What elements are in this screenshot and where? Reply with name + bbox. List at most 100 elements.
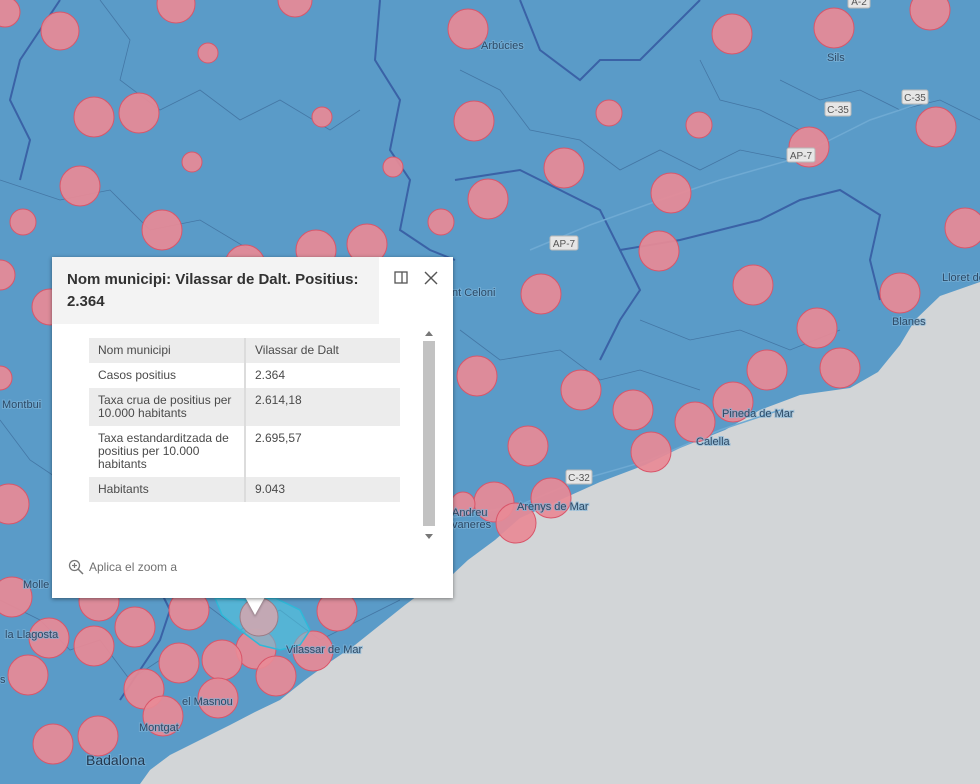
table-row: Nom municipi Vilassar de Dalt bbox=[89, 338, 400, 363]
case-circle[interactable] bbox=[28, 617, 70, 659]
case-circle[interactable] bbox=[255, 655, 297, 697]
case-circle[interactable] bbox=[141, 209, 183, 251]
case-circle[interactable] bbox=[453, 100, 495, 142]
road-shield-1: A-2 bbox=[847, 0, 871, 9]
case-circle[interactable] bbox=[813, 7, 855, 49]
case-circle[interactable] bbox=[746, 349, 788, 391]
close-icon bbox=[424, 271, 438, 285]
popup-scrollbar[interactable] bbox=[423, 326, 435, 544]
field-value: 2.364 bbox=[255, 368, 286, 382]
road-shield-3: C-35 bbox=[824, 101, 852, 117]
place-label: Andreu bbox=[452, 507, 487, 519]
place-label: el Masnou bbox=[182, 696, 233, 708]
dock-button[interactable] bbox=[390, 267, 412, 289]
sea-area bbox=[140, 282, 980, 784]
field-name: Casos positius bbox=[89, 363, 246, 388]
case-circle[interactable] bbox=[712, 381, 754, 423]
zoom-in-icon bbox=[68, 559, 84, 575]
case-circle[interactable] bbox=[156, 0, 196, 24]
close-button[interactable] bbox=[420, 267, 442, 289]
field-value: 9.043 bbox=[255, 482, 286, 496]
road-shield-label: C-35 bbox=[827, 105, 849, 116]
case-circle[interactable] bbox=[915, 106, 957, 148]
place-label: vaneres bbox=[452, 519, 492, 531]
field-name: Taxa estandarditzada de positius per 10.… bbox=[89, 426, 246, 477]
popup-content: Nom municipi Vilassar de Dalt Casos posi… bbox=[52, 324, 453, 546]
field-value: Vilassar de Dalt bbox=[255, 343, 339, 357]
road-shield-2: C-35 bbox=[901, 89, 929, 105]
road-shield-5: AP-7 bbox=[549, 235, 579, 251]
place-label: Lloret de bbox=[942, 272, 980, 284]
case-circle[interactable] bbox=[447, 8, 489, 50]
case-circle[interactable] bbox=[0, 259, 16, 291]
case-circle[interactable] bbox=[142, 695, 184, 737]
place-label: s bbox=[0, 674, 6, 686]
case-circle[interactable] bbox=[77, 715, 119, 757]
case-circle[interactable] bbox=[32, 723, 74, 765]
case-circle[interactable] bbox=[0, 576, 33, 618]
case-circle[interactable] bbox=[819, 347, 861, 389]
case-circle[interactable] bbox=[520, 273, 562, 315]
case-circle[interactable] bbox=[59, 165, 101, 207]
table-row: Casos positius 2.364 bbox=[89, 363, 400, 388]
case-circle[interactable] bbox=[711, 13, 753, 55]
field-name: Habitants bbox=[89, 477, 246, 502]
case-circle[interactable] bbox=[158, 642, 200, 684]
case-circle[interactable] bbox=[796, 307, 838, 349]
case-circle[interactable] bbox=[638, 230, 680, 272]
place-label: Blanes bbox=[892, 316, 926, 328]
zoom-to-action[interactable]: Aplica el zoom a bbox=[68, 559, 177, 575]
case-circle[interactable] bbox=[311, 106, 333, 128]
case-circle[interactable] bbox=[530, 477, 572, 519]
place-label: la Llagosta bbox=[5, 629, 59, 641]
case-circle[interactable] bbox=[595, 99, 623, 127]
case-circle[interactable] bbox=[73, 625, 115, 667]
popup-header: Nom municipi: Vilassar de Dalt. Positius… bbox=[52, 257, 379, 324]
case-circle[interactable] bbox=[427, 208, 455, 236]
case-circle[interactable] bbox=[674, 401, 716, 443]
case-circle[interactable] bbox=[9, 208, 37, 236]
case-circle[interactable] bbox=[495, 502, 537, 544]
case-circle[interactable] bbox=[507, 425, 549, 467]
scroll-thumb[interactable] bbox=[423, 341, 435, 526]
case-circle[interactable] bbox=[630, 431, 672, 473]
case-circle[interactable] bbox=[612, 389, 654, 431]
place-label: Molle bbox=[23, 579, 49, 591]
case-circle[interactable] bbox=[114, 606, 156, 648]
case-circle[interactable] bbox=[197, 677, 239, 719]
case-circle[interactable] bbox=[879, 272, 921, 314]
case-circle[interactable] bbox=[732, 264, 774, 306]
case-circle[interactable] bbox=[456, 355, 498, 397]
place-label: Sils bbox=[827, 52, 845, 64]
road-shield-6: C-32 bbox=[565, 469, 593, 485]
case-circle[interactable] bbox=[909, 0, 951, 31]
case-circle[interactable] bbox=[685, 111, 713, 139]
case-circle[interactable] bbox=[118, 92, 160, 134]
field-value: 2.614,18 bbox=[255, 393, 302, 407]
popup-pointer bbox=[245, 597, 265, 615]
scroll-up-icon[interactable] bbox=[425, 331, 433, 336]
feature-popup: Nom municipi: Vilassar de Dalt. Positius… bbox=[52, 257, 453, 598]
case-circle[interactable] bbox=[40, 11, 80, 51]
case-circle[interactable] bbox=[543, 147, 585, 189]
case-circle[interactable] bbox=[201, 639, 243, 681]
scroll-down-icon[interactable] bbox=[425, 534, 433, 539]
case-circle[interactable] bbox=[944, 207, 980, 249]
case-circle[interactable] bbox=[7, 654, 49, 696]
road-shield-label: AP-7 bbox=[553, 239, 576, 250]
case-circle[interactable] bbox=[0, 0, 21, 28]
case-circle[interactable] bbox=[382, 156, 404, 178]
case-circle[interactable] bbox=[73, 96, 115, 138]
place-label: nt Celoni bbox=[452, 287, 495, 299]
case-circle[interactable] bbox=[467, 178, 509, 220]
case-circle[interactable] bbox=[0, 483, 30, 525]
case-circle[interactable] bbox=[650, 172, 692, 214]
popup-title: Nom municipi: Vilassar de Dalt. Positius… bbox=[67, 271, 359, 310]
case-circle[interactable] bbox=[0, 365, 13, 391]
case-circle[interactable] bbox=[277, 0, 313, 18]
case-circle[interactable] bbox=[560, 369, 602, 411]
case-circle[interactable] bbox=[197, 42, 219, 64]
road-shield-label: AP-7 bbox=[790, 151, 813, 162]
field-name: Taxa crua de positius per 10.000 habitan… bbox=[89, 388, 246, 426]
case-circle[interactable] bbox=[181, 151, 203, 173]
